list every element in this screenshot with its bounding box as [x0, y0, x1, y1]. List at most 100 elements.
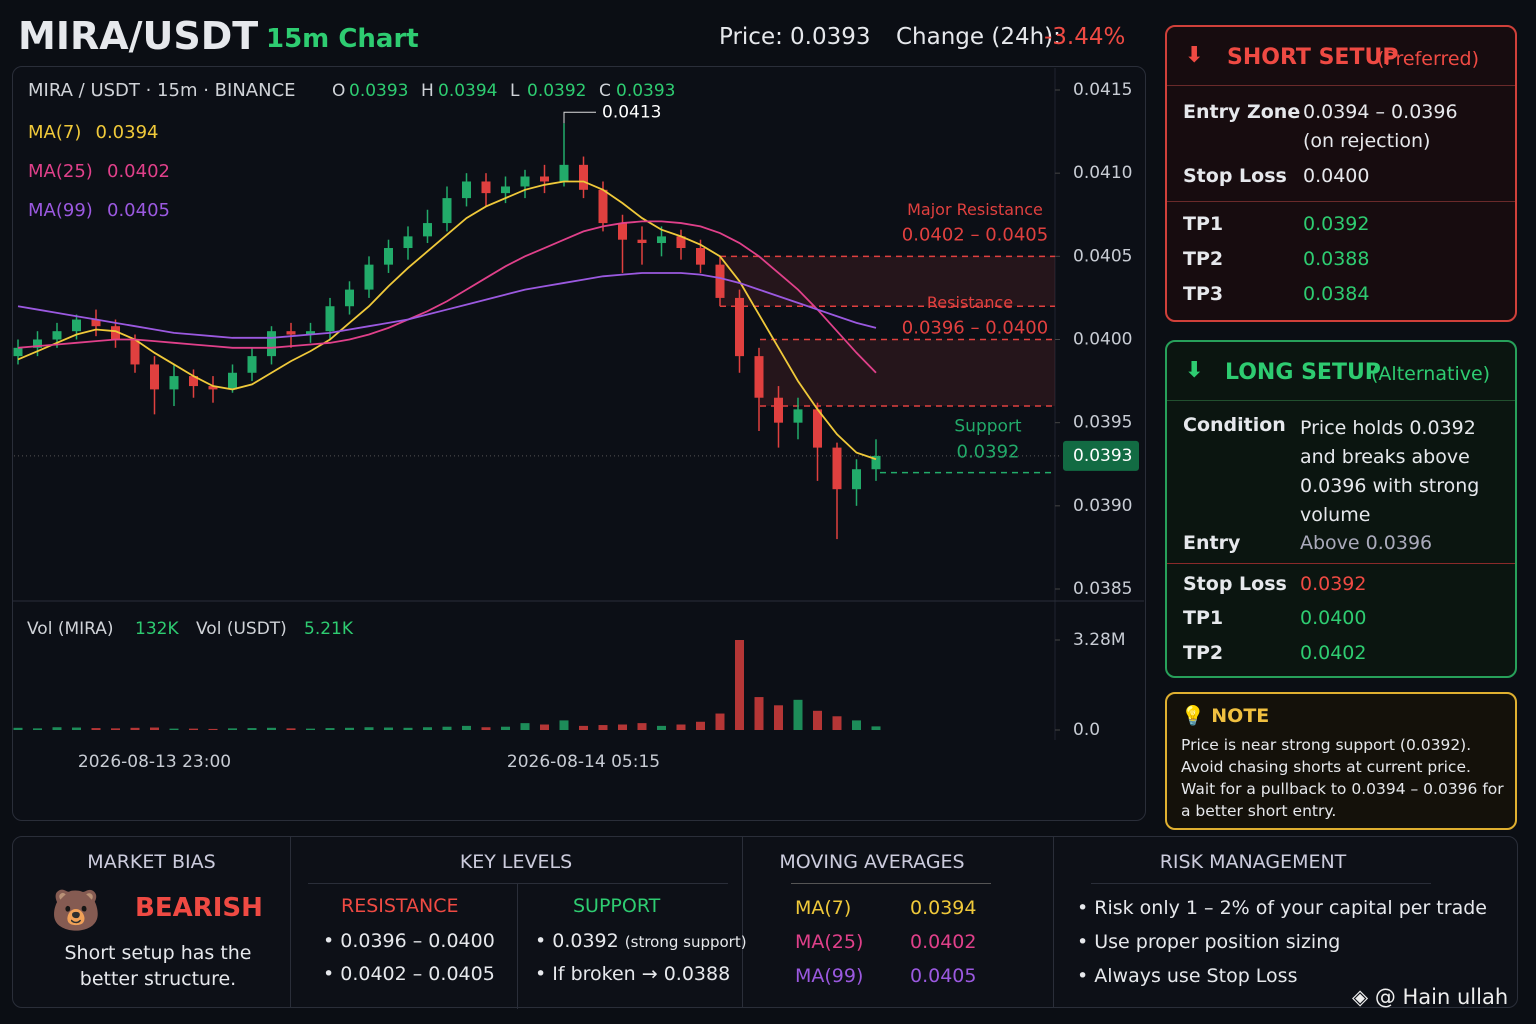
candle-body — [247, 356, 257, 373]
candle-body — [832, 447, 842, 490]
title: MIRA/USDT — [18, 14, 259, 58]
target-value: 0.0400 — [1300, 607, 1367, 629]
volume-bar — [501, 726, 510, 730]
candle-body — [286, 331, 296, 335]
candle-body — [793, 409, 803, 423]
volume-bar — [52, 727, 62, 730]
volume-bar — [832, 716, 842, 730]
target-name: TP3 — [1183, 283, 1224, 305]
volume-bar — [423, 727, 432, 730]
candle-body — [481, 181, 491, 194]
candle-body — [13, 347, 23, 357]
candle-body — [754, 356, 764, 398]
candle-body — [598, 189, 608, 224]
support-note: (strong support) — [624, 933, 747, 951]
volume-bar — [208, 728, 218, 730]
candle-body — [813, 409, 822, 448]
volume-bar — [325, 728, 335, 730]
volume-bar — [345, 727, 354, 730]
label: Stop Loss — [1183, 165, 1287, 187]
volume-bar — [286, 728, 296, 730]
change: -3.44% — [1044, 24, 1126, 50]
volume-bar — [72, 727, 81, 730]
candle-body — [169, 376, 179, 390]
volume-bar — [384, 727, 393, 730]
ohlc-value: 0.0393 — [349, 81, 408, 101]
divider — [308, 883, 728, 884]
candle-body — [442, 198, 452, 224]
ohlc-value: 0.0392 — [527, 81, 586, 101]
volume-bar — [267, 727, 276, 730]
chart-info: MIRA / USDT · 15m · BINANCE — [28, 80, 296, 101]
divider — [1167, 400, 1515, 401]
candle-body — [345, 289, 354, 307]
short-tag: (Preferred) — [1377, 48, 1480, 70]
volume-bar — [150, 727, 159, 730]
target-name: TP1 — [1183, 607, 1224, 629]
support-level: 0.0392 (strong support) — [535, 930, 747, 952]
label: Entry Zone — [1183, 101, 1301, 123]
candle-body — [696, 248, 705, 265]
candle-body — [852, 469, 861, 490]
ohlc-name: C — [599, 81, 611, 101]
x-tick-label: 2026-08-13 23:00 — [78, 752, 231, 772]
price: 0.0393 — [790, 24, 871, 50]
candle-body — [150, 364, 159, 390]
divider — [1091, 883, 1431, 884]
ohlc-value: 0.0394 — [438, 81, 497, 101]
candle-body — [735, 297, 744, 357]
last-price-tag — [1063, 440, 1139, 471]
y-tick-label: 0.0395 — [1073, 413, 1132, 433]
volume-bar — [520, 723, 530, 730]
value: Above 0.0396 — [1300, 532, 1433, 554]
volume-bar — [540, 724, 549, 730]
candle-body — [657, 236, 666, 244]
zone-band — [760, 339, 1055, 407]
bias-text: Short setup has the better structure. — [64, 942, 252, 990]
long-title: LONG SETUP — [1225, 360, 1381, 385]
candle-body — [130, 339, 140, 365]
price-label: Price: — [719, 24, 783, 50]
ma-value: 0.0405 — [910, 965, 977, 987]
candle-body — [325, 306, 335, 332]
divider — [791, 883, 991, 884]
legend-name: MA(7) — [28, 122, 81, 143]
short-title: SHORT SETUP — [1227, 45, 1399, 70]
risk-item: Use proper position sizing — [1077, 931, 1340, 953]
zone-range: 0.0396 – 0.0400 — [902, 318, 1048, 339]
divider — [290, 837, 291, 1007]
zone-label: Resistance — [927, 293, 1013, 312]
volume-bar — [579, 725, 588, 730]
candle-body — [384, 248, 393, 265]
legend-value: 0.0394 — [96, 122, 159, 143]
ma-value: 0.0394 — [910, 897, 977, 919]
legend-value: 0.0405 — [107, 200, 170, 221]
legend-name: MA(25) — [28, 161, 93, 182]
chart-panel — [12, 66, 1146, 821]
candle-body — [774, 397, 783, 423]
candle-body — [462, 181, 471, 199]
volume-bar — [813, 710, 822, 730]
candle-body — [540, 176, 549, 182]
volume-legend-name: Vol (USDT) — [196, 619, 287, 639]
y-tick-label: 0.0415 — [1073, 80, 1132, 100]
candle-body — [559, 164, 569, 182]
ma-line — [17, 272, 877, 339]
ma-name: MA(99) — [795, 965, 864, 987]
y-tick-label: 0.0410 — [1073, 163, 1132, 183]
volume-bar — [462, 725, 471, 730]
volume-bar — [189, 728, 198, 730]
volume-bar — [676, 724, 686, 730]
long-setup: ⬇ LONG SETUP (Alternative) Condition Pri… — [1165, 340, 1517, 678]
candle-body — [189, 376, 198, 387]
candle-body — [33, 339, 42, 348]
candle-body — [306, 331, 315, 335]
target-name: TP2 — [1183, 248, 1224, 270]
candle-body — [715, 264, 725, 298]
zone-band — [720, 256, 1055, 307]
volume-bar — [754, 697, 764, 730]
y-tick-label: 3.28M — [1073, 630, 1126, 650]
volume-bar — [735, 640, 744, 730]
peak-marker — [563, 111, 596, 124]
